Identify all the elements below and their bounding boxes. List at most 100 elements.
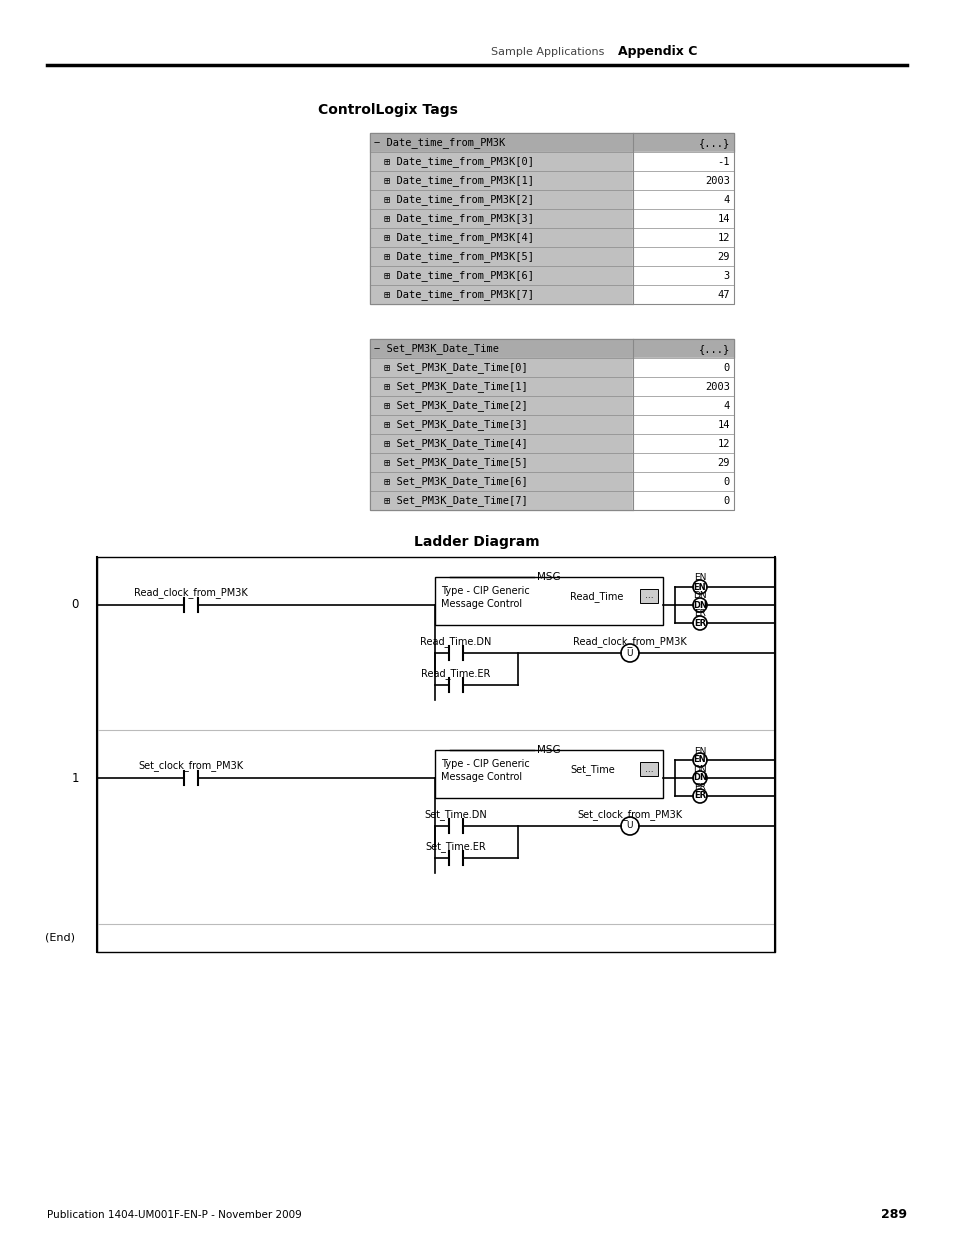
Text: ⊞ Set_PM3K_Date_Time[4]: ⊞ Set_PM3K_Date_Time[4] — [384, 438, 527, 450]
Text: DN: DN — [692, 773, 706, 783]
Text: − Set_PM3K_Date_Time: − Set_PM3K_Date_Time — [374, 343, 498, 354]
Text: 3: 3 — [723, 270, 729, 282]
Bar — [370, 152, 633, 170]
Text: ⊞ Set_PM3K_Date_Time[0]: ⊞ Set_PM3K_Date_Time[0] — [384, 363, 527, 373]
Bar — [633, 377, 733, 396]
Text: ⊞ Set_PM3K_Date_Time[3]: ⊞ Set_PM3K_Date_Time[3] — [384, 420, 527, 431]
Text: Read_clock_from_PM3K: Read_clock_from_PM3K — [134, 588, 248, 599]
Bar — [370, 133, 733, 304]
Text: 289: 289 — [880, 1209, 906, 1221]
Text: Set_Time.DN: Set_Time.DN — [424, 810, 487, 820]
Bar — [97, 557, 774, 952]
Text: ⊞ Set_PM3K_Date_Time[5]: ⊞ Set_PM3K_Date_Time[5] — [384, 457, 527, 468]
Text: ⊞ Date_time_from_PM3K[2]: ⊞ Date_time_from_PM3K[2] — [384, 195, 534, 205]
Text: ⊞ Date_time_from_PM3K[7]: ⊞ Date_time_from_PM3K[7] — [384, 289, 534, 300]
Bar — [639, 762, 658, 776]
Bar — [633, 133, 733, 152]
Bar — [370, 338, 633, 358]
Text: EN: EN — [693, 583, 705, 592]
Bar — [370, 133, 633, 152]
Text: ...: ... — [644, 592, 653, 600]
Bar — [435, 750, 662, 798]
Text: 2003: 2003 — [704, 382, 729, 391]
Text: 14: 14 — [717, 214, 729, 224]
Bar — [633, 338, 733, 358]
Text: Message Control: Message Control — [440, 599, 521, 609]
Text: Type - CIP Generic: Type - CIP Generic — [440, 585, 529, 597]
Text: ⊞ Set_PM3K_Date_Time[1]: ⊞ Set_PM3K_Date_Time[1] — [384, 382, 527, 393]
Text: ⊞ Date_time_from_PM3K[4]: ⊞ Date_time_from_PM3K[4] — [384, 232, 534, 243]
Bar — [370, 396, 633, 415]
Text: ⊞ Date_time_from_PM3K[6]: ⊞ Date_time_from_PM3K[6] — [384, 270, 534, 282]
Text: ⊞ Set_PM3K_Date_Time[7]: ⊞ Set_PM3K_Date_Time[7] — [384, 495, 527, 506]
Text: -1: -1 — [717, 157, 729, 167]
Bar — [370, 266, 633, 285]
Bar — [370, 415, 633, 433]
Bar — [639, 589, 658, 603]
Text: DN: DN — [693, 592, 706, 600]
Text: ⊞ Set_PM3K_Date_Time[6]: ⊞ Set_PM3K_Date_Time[6] — [384, 477, 527, 488]
Bar — [633, 209, 733, 228]
Text: Type - CIP Generic: Type - CIP Generic — [440, 760, 529, 769]
Text: Message Control: Message Control — [440, 772, 521, 782]
Text: Ladder Diagram: Ladder Diagram — [414, 535, 539, 550]
Text: 14: 14 — [717, 420, 729, 430]
Text: − Date_time_from_PM3K: − Date_time_from_PM3K — [374, 137, 505, 148]
Text: 47: 47 — [717, 290, 729, 300]
Bar — [370, 338, 733, 510]
Text: 12: 12 — [717, 438, 729, 450]
Text: 0: 0 — [723, 363, 729, 373]
Text: 29: 29 — [717, 458, 729, 468]
Text: ER: ER — [693, 792, 705, 800]
Bar — [633, 228, 733, 247]
Text: 4: 4 — [723, 401, 729, 411]
Text: 0: 0 — [71, 599, 78, 611]
Bar — [633, 285, 733, 304]
Bar — [370, 190, 633, 209]
Text: DN: DN — [693, 764, 706, 773]
Bar — [633, 266, 733, 285]
Text: (End): (End) — [45, 932, 75, 942]
Text: ...: ... — [644, 764, 653, 773]
Text: Set_Time.ER: Set_Time.ER — [425, 841, 486, 852]
Bar — [633, 152, 733, 170]
Text: 1: 1 — [71, 772, 79, 784]
Text: U: U — [626, 648, 633, 657]
Bar — [370, 377, 633, 396]
Text: MSG: MSG — [537, 572, 560, 582]
Text: 0: 0 — [723, 477, 729, 487]
Bar — [370, 453, 633, 472]
Bar — [370, 433, 633, 453]
Text: Appendix C: Appendix C — [618, 46, 697, 58]
Bar — [370, 209, 633, 228]
Text: EN: EN — [693, 746, 705, 756]
Text: 12: 12 — [717, 233, 729, 243]
Text: EN: EN — [693, 756, 705, 764]
Bar — [370, 358, 633, 377]
Bar — [633, 247, 733, 266]
Text: DN: DN — [692, 600, 706, 610]
Text: Set_clock_from_PM3K: Set_clock_from_PM3K — [577, 810, 681, 820]
Bar — [633, 190, 733, 209]
Text: MSG: MSG — [537, 745, 560, 755]
Text: 2003: 2003 — [704, 177, 729, 186]
Bar — [370, 472, 633, 492]
Bar — [633, 433, 733, 453]
Bar — [370, 285, 633, 304]
Bar — [633, 453, 733, 472]
Text: Publication 1404-UM001F-EN-P - November 2009: Publication 1404-UM001F-EN-P - November … — [47, 1210, 301, 1220]
Bar — [633, 492, 733, 510]
Text: Read_Time: Read_Time — [569, 592, 622, 603]
Bar — [370, 247, 633, 266]
Text: Read_Time.DN: Read_Time.DN — [420, 636, 491, 647]
Text: ⊞ Date_time_from_PM3K[1]: ⊞ Date_time_from_PM3K[1] — [384, 175, 534, 186]
Text: ER: ER — [694, 610, 705, 619]
Bar — [370, 228, 633, 247]
Text: {...}: {...} — [698, 138, 729, 148]
Bar — [633, 472, 733, 492]
Text: ⊞ Set_PM3K_Date_Time[2]: ⊞ Set_PM3K_Date_Time[2] — [384, 400, 527, 411]
Bar — [370, 170, 633, 190]
Text: Sample Applications: Sample Applications — [490, 47, 603, 57]
Bar — [370, 492, 633, 510]
Text: {...}: {...} — [698, 345, 729, 354]
